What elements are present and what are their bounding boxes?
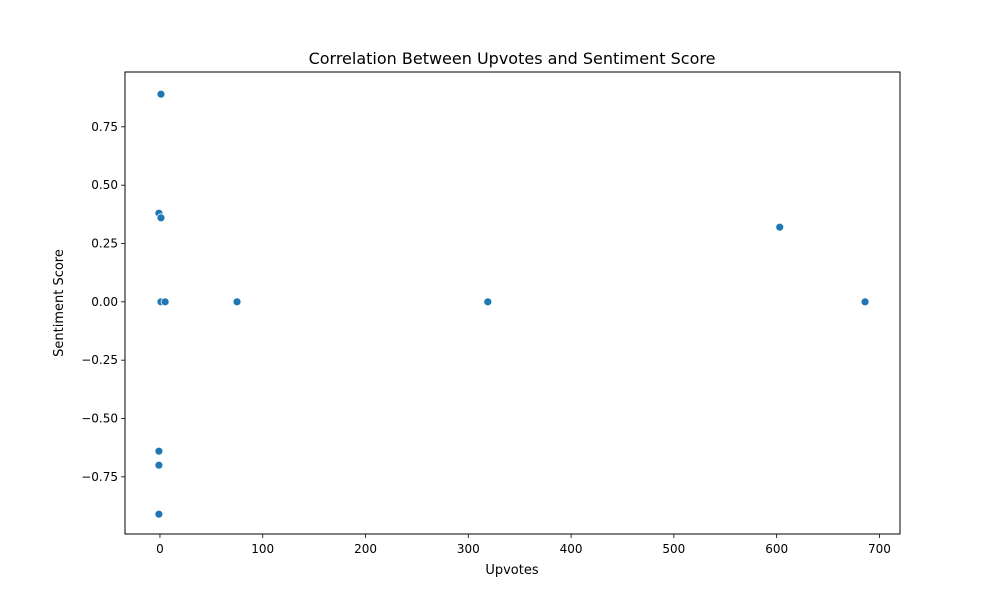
y-tick-label: 0.50 bbox=[91, 178, 118, 192]
x-tick-label: 400 bbox=[560, 542, 583, 556]
x-tick-label: 100 bbox=[251, 542, 274, 556]
data-point bbox=[860, 297, 870, 307]
y-axis-ticks: −0.75 −0.50 −0.25 0.00 0.25 0.50 0.75 bbox=[81, 120, 125, 484]
y-axis-label: Sentiment Score bbox=[52, 249, 67, 357]
x-tick-label: 600 bbox=[765, 542, 788, 556]
data-point bbox=[232, 297, 242, 307]
y-tick-label: 0.25 bbox=[91, 237, 118, 251]
data-point bbox=[156, 89, 166, 99]
x-tick-label: 0 bbox=[156, 542, 164, 556]
plot-area-frame bbox=[124, 71, 901, 535]
x-tick-label: 500 bbox=[662, 542, 685, 556]
data-point bbox=[160, 297, 170, 307]
data-point bbox=[483, 297, 493, 307]
y-tick-label: 0.75 bbox=[91, 120, 118, 134]
data-point bbox=[775, 222, 785, 232]
y-tick-label: −0.75 bbox=[81, 470, 118, 484]
x-axis-label: Upvotes bbox=[485, 563, 539, 578]
chart-title: Correlation Between Upvotes and Sentimen… bbox=[309, 49, 716, 68]
data-point bbox=[154, 446, 164, 456]
x-tick-label: 200 bbox=[354, 542, 377, 556]
data-point bbox=[154, 460, 164, 470]
x-axis-ticks: 0 100 200 300 400 500 600 700 bbox=[156, 534, 891, 556]
x-tick-label: 700 bbox=[868, 542, 891, 556]
y-tick-label: −0.25 bbox=[81, 353, 118, 367]
y-tick-label: −0.50 bbox=[81, 412, 118, 426]
y-tick-label: 0.00 bbox=[91, 295, 118, 309]
data-point bbox=[154, 509, 164, 519]
data-points bbox=[154, 89, 870, 519]
data-point bbox=[156, 213, 166, 223]
x-tick-label: 300 bbox=[457, 542, 480, 556]
